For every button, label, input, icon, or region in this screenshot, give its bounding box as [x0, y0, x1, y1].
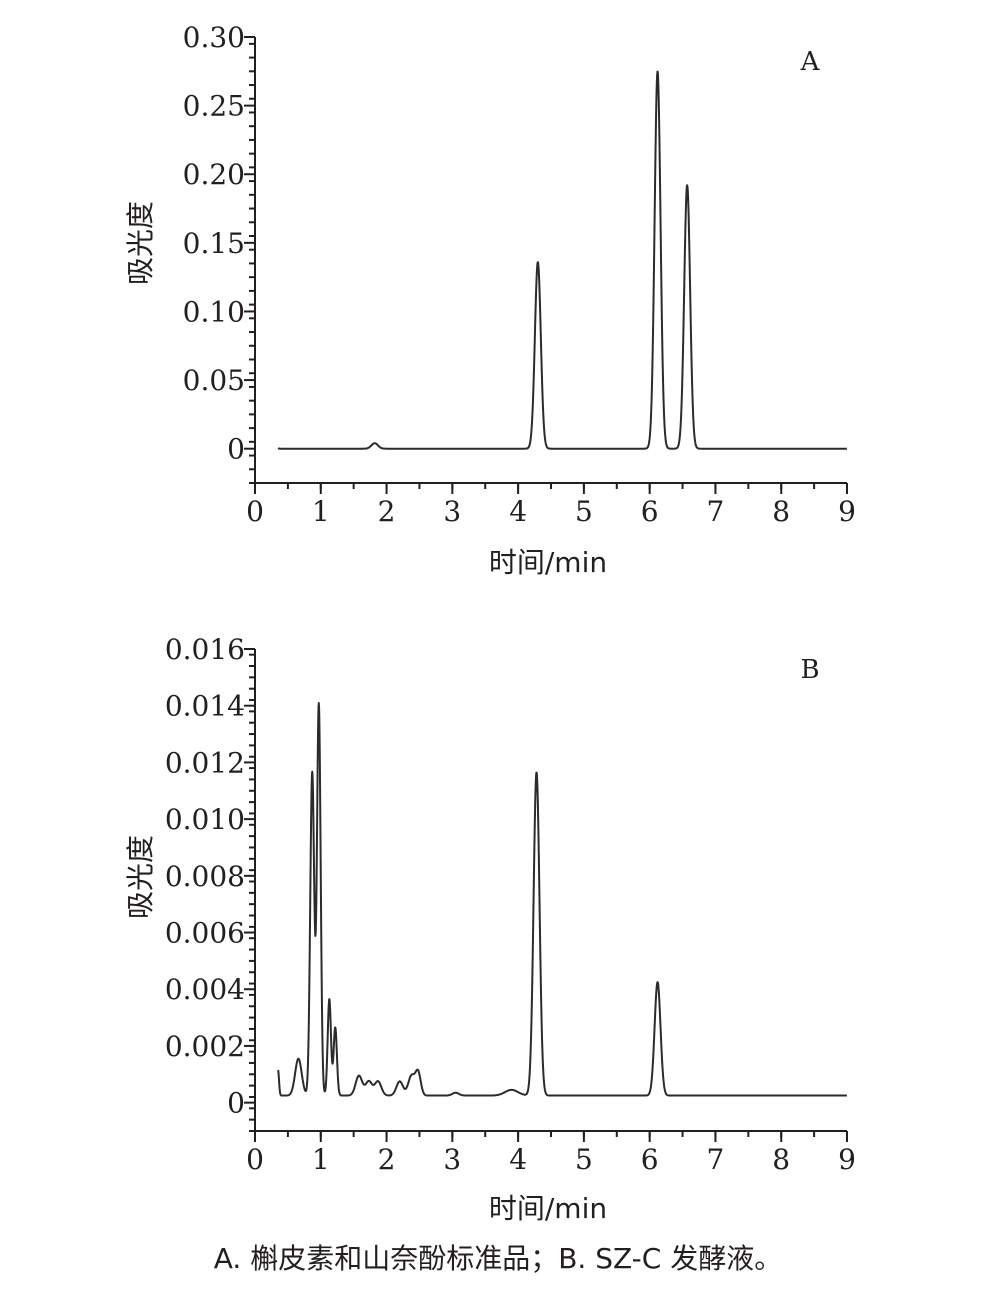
x-tick-label: 5	[575, 1143, 593, 1176]
x-tick-label: 2	[378, 1143, 396, 1176]
y-tick-label: 0.25	[183, 90, 245, 123]
x-tick-label: 9	[838, 1143, 856, 1176]
x-tick-label: 6	[641, 495, 659, 528]
x-tick-label: 8	[772, 495, 790, 528]
axes-frame-b	[254, 649, 847, 1132]
x-tick-label: 9	[838, 495, 856, 528]
y-tick-label: 0	[227, 433, 245, 466]
y-axis-ticks-a: 0 0.05 0.10 0.15 0.20 0.25 0.30	[183, 21, 255, 484]
x-axis-title-b: 时间/min	[489, 1192, 607, 1225]
x-tick-label: 4	[509, 495, 527, 528]
x-tick-label: 4	[509, 1143, 527, 1176]
x-axis-ticks-b: 0 1 2 3 4 5 6 7 8 9	[246, 1131, 856, 1176]
y-tick-label: 0.15	[183, 227, 245, 260]
y-tick-label: 0.20	[183, 158, 245, 191]
x-axis-title-a: 时间/min	[489, 546, 607, 579]
y-axis-title-a: 吸光度	[124, 201, 157, 285]
chromatogram-trace-a	[277, 70, 848, 450]
chromatogram-trace-b	[277, 702, 848, 1097]
x-tick-label: 6	[641, 1143, 659, 1176]
y-tick-label: 0.008	[165, 860, 245, 893]
y-tick-label: 0.014	[165, 690, 245, 723]
figure-caption: A. 槲皮素和山奈酚标准品；B. SZ-C 发酵液。	[214, 1242, 783, 1275]
x-tick-label: 5	[575, 495, 593, 528]
axes-frame-a	[254, 37, 847, 484]
y-axis-title-b: 吸光度	[124, 835, 157, 919]
y-tick-label: 0.004	[165, 973, 245, 1006]
x-tick-label: 7	[707, 1143, 725, 1176]
y-axis-ticks-b: 0 0.002 0.004 0.006 0.008 0.010 0.012 0.014 0.01…	[165, 633, 255, 1132]
y-tick-label: 0.012	[165, 746, 245, 779]
y-tick-label: 0.016	[165, 633, 245, 666]
y-tick-label: 0.05	[183, 364, 245, 397]
y-tick-label: 0.10	[183, 295, 245, 328]
y-tick-label: 0.010	[165, 803, 245, 836]
y-tick-label: 0.30	[183, 21, 245, 54]
x-tick-label: 0	[246, 1143, 264, 1176]
x-tick-label: 2	[378, 495, 396, 528]
x-axis-ticks-a: 0 1 2 3 4 5 6 7 8 9	[246, 483, 856, 528]
y-tick-label: 0.002	[165, 1030, 245, 1063]
y-tick-label: 0	[227, 1087, 245, 1120]
x-tick-label: 1	[312, 1143, 330, 1176]
x-tick-label: 1	[312, 495, 330, 528]
chart-panel-b: 0 0.002 0.004 0.006 0.008 0.010 0.012 0.014 0.01…	[124, 633, 856, 1225]
panel-label-b: B	[800, 655, 819, 685]
panel-label-a: A	[800, 47, 821, 77]
x-tick-label: 3	[443, 495, 461, 528]
x-tick-label: 7	[707, 495, 725, 528]
x-tick-label: 8	[772, 1143, 790, 1176]
y-tick-label: 0.006	[165, 917, 245, 950]
chart-panel-a: 0 0.05 0.10 0.15 0.20 0.25 0.30 0 1 2 3 4 5 6 7 8 9 A 时…	[124, 21, 856, 579]
x-tick-label: 0	[246, 495, 264, 528]
x-tick-label: 3	[443, 1143, 461, 1176]
